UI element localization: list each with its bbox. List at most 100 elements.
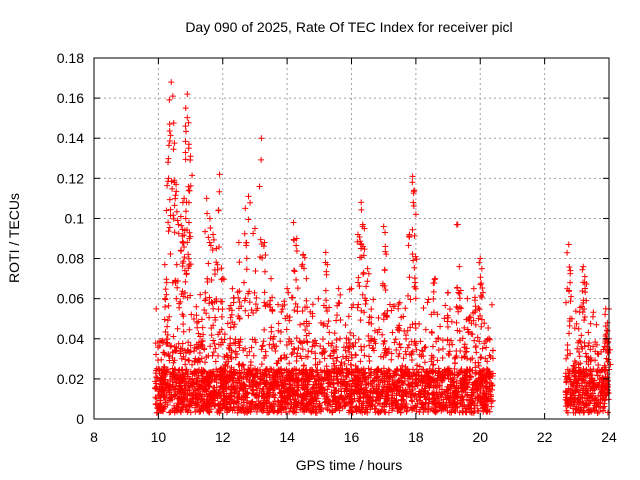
data-point (317, 384, 324, 391)
data-point (348, 361, 355, 368)
data-point (252, 392, 259, 399)
data-point (317, 408, 324, 415)
data-point (179, 389, 186, 396)
data-point (183, 378, 190, 385)
data-point (469, 355, 476, 362)
data-point (386, 301, 393, 308)
data-point (235, 361, 242, 368)
data-point (404, 405, 411, 412)
data-point (304, 388, 311, 395)
data-point (434, 311, 441, 318)
data-point (356, 393, 363, 400)
data-point (467, 372, 474, 379)
data-point (156, 370, 163, 377)
x-tick-label: 20 (472, 429, 488, 445)
data-point (568, 399, 575, 406)
data-point (171, 402, 178, 409)
data-point (245, 312, 252, 319)
data-point (420, 353, 427, 360)
data-point (206, 391, 213, 398)
data-point (588, 375, 595, 382)
data-point (200, 400, 207, 407)
data-point (329, 409, 336, 416)
y-tick-label: 0.04 (57, 331, 84, 347)
data-point (330, 380, 337, 387)
data-point (435, 382, 442, 389)
data-point (213, 373, 220, 380)
data-point (252, 401, 259, 408)
data-point (164, 323, 171, 330)
y-tick-label: 0 (76, 411, 84, 427)
data-point (295, 345, 302, 352)
data-point (478, 354, 485, 361)
data-point (381, 338, 388, 345)
data-point (215, 402, 222, 409)
data-point (479, 377, 486, 384)
data-point (435, 347, 442, 354)
data-point (237, 336, 244, 343)
data-point (324, 386, 331, 393)
data-point (463, 409, 470, 416)
data-point (441, 388, 448, 395)
data-point (183, 367, 190, 374)
data-point (408, 357, 415, 364)
data-point (336, 399, 343, 406)
data-point (168, 394, 175, 401)
data-point (281, 352, 288, 359)
y-tick-label: 0.1 (65, 210, 85, 226)
data-point (190, 315, 197, 322)
data-point (210, 337, 217, 344)
data-point (369, 393, 376, 400)
data-point (365, 353, 372, 360)
data-point (303, 390, 310, 397)
data-point (270, 400, 277, 407)
data-point (390, 303, 397, 310)
data-point (252, 372, 259, 379)
data-point (357, 317, 364, 324)
data-point (463, 396, 470, 403)
data-point (153, 385, 160, 392)
data-point (231, 384, 238, 391)
data-point (581, 372, 588, 379)
data-point (445, 376, 452, 383)
data-point (285, 401, 292, 408)
data-point (271, 378, 278, 385)
data-point (183, 387, 190, 394)
data-point (337, 362, 344, 369)
x-tick-label: 22 (537, 429, 553, 445)
data-point (161, 403, 168, 410)
data-point (203, 374, 210, 381)
data-point (461, 324, 468, 331)
data-point (572, 308, 579, 315)
data-point (413, 396, 420, 403)
data-point (583, 366, 590, 373)
data-point (197, 391, 204, 398)
data-point (317, 343, 324, 350)
data-point (359, 406, 366, 413)
data-point (336, 404, 343, 411)
data-point (390, 405, 397, 412)
data-point (281, 298, 288, 305)
data-point (593, 321, 600, 328)
data-point (369, 345, 376, 352)
data-point (242, 385, 249, 392)
data-point (291, 399, 298, 406)
data-point (274, 360, 281, 367)
data-point (236, 369, 243, 376)
data-point (447, 394, 454, 401)
data-point (306, 402, 313, 409)
data-point (583, 382, 590, 389)
data-point (408, 338, 415, 345)
data-point (462, 369, 469, 376)
data-point (424, 299, 431, 306)
data-point (348, 383, 355, 390)
data-point (237, 339, 244, 346)
data-point (184, 408, 191, 415)
data-point (573, 367, 580, 374)
data-point (416, 363, 423, 370)
data-point (453, 347, 460, 354)
data-point (180, 328, 187, 335)
data-point (424, 368, 431, 375)
data-point (186, 392, 193, 399)
data-point (260, 390, 267, 397)
